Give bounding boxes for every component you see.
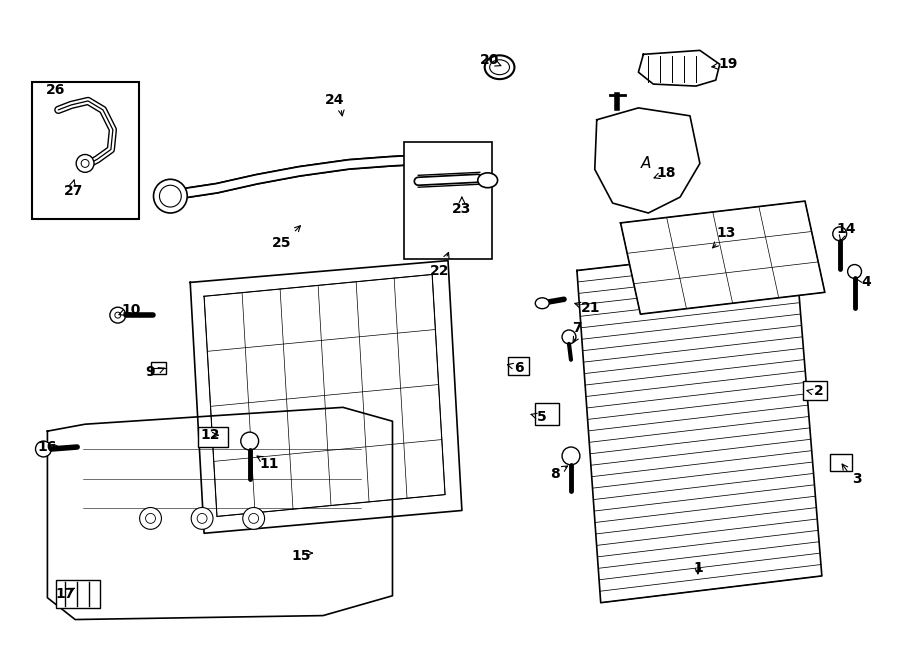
Circle shape <box>562 447 580 465</box>
Text: 13: 13 <box>716 226 735 240</box>
Text: 11: 11 <box>260 457 279 471</box>
Bar <box>536 403 559 425</box>
Text: 1: 1 <box>693 561 703 575</box>
Text: 12: 12 <box>201 428 220 442</box>
Text: 7: 7 <box>572 321 581 335</box>
Text: 24: 24 <box>325 93 345 107</box>
Text: 26: 26 <box>46 83 65 97</box>
Circle shape <box>197 514 207 524</box>
Text: 19: 19 <box>718 58 737 71</box>
Ellipse shape <box>536 297 549 309</box>
Text: 21: 21 <box>581 301 600 315</box>
Circle shape <box>81 159 89 167</box>
Text: 16: 16 <box>38 440 57 454</box>
Text: 2: 2 <box>814 385 824 399</box>
Circle shape <box>35 441 51 457</box>
Polygon shape <box>48 407 392 619</box>
Circle shape <box>562 330 576 344</box>
Ellipse shape <box>490 59 509 75</box>
Polygon shape <box>621 201 824 314</box>
Bar <box>508 357 529 375</box>
Circle shape <box>832 227 847 241</box>
Circle shape <box>191 508 213 529</box>
Text: A: A <box>641 156 652 171</box>
Text: 25: 25 <box>272 236 292 250</box>
Bar <box>830 454 851 471</box>
Text: 5: 5 <box>537 410 547 424</box>
Circle shape <box>159 185 181 207</box>
Text: 15: 15 <box>292 549 311 563</box>
Text: 3: 3 <box>851 472 861 486</box>
Ellipse shape <box>485 56 515 79</box>
Ellipse shape <box>478 173 498 188</box>
Text: 20: 20 <box>480 54 500 67</box>
Circle shape <box>848 264 861 278</box>
Bar <box>150 362 166 373</box>
Polygon shape <box>190 260 462 533</box>
Text: 27: 27 <box>64 184 83 198</box>
Bar <box>803 381 827 401</box>
Bar <box>404 141 491 258</box>
Bar <box>57 580 100 607</box>
Text: 18: 18 <box>656 167 676 180</box>
Circle shape <box>110 307 126 323</box>
Text: 9: 9 <box>146 365 156 379</box>
Text: 17: 17 <box>56 587 75 601</box>
Text: 6: 6 <box>515 361 524 375</box>
Polygon shape <box>577 246 822 603</box>
Circle shape <box>248 514 258 524</box>
Circle shape <box>76 155 94 173</box>
Text: 4: 4 <box>861 276 871 290</box>
Text: 22: 22 <box>430 264 450 278</box>
Circle shape <box>115 312 121 318</box>
Text: 23: 23 <box>452 202 472 216</box>
Circle shape <box>241 432 258 450</box>
Polygon shape <box>638 50 720 86</box>
Bar <box>32 82 139 219</box>
Polygon shape <box>595 108 700 213</box>
Bar <box>198 427 228 447</box>
Circle shape <box>154 179 187 213</box>
Circle shape <box>146 514 156 524</box>
Text: 14: 14 <box>837 222 857 236</box>
Text: 8: 8 <box>550 467 560 481</box>
Circle shape <box>243 508 265 529</box>
Text: 10: 10 <box>121 303 140 317</box>
Circle shape <box>140 508 161 529</box>
